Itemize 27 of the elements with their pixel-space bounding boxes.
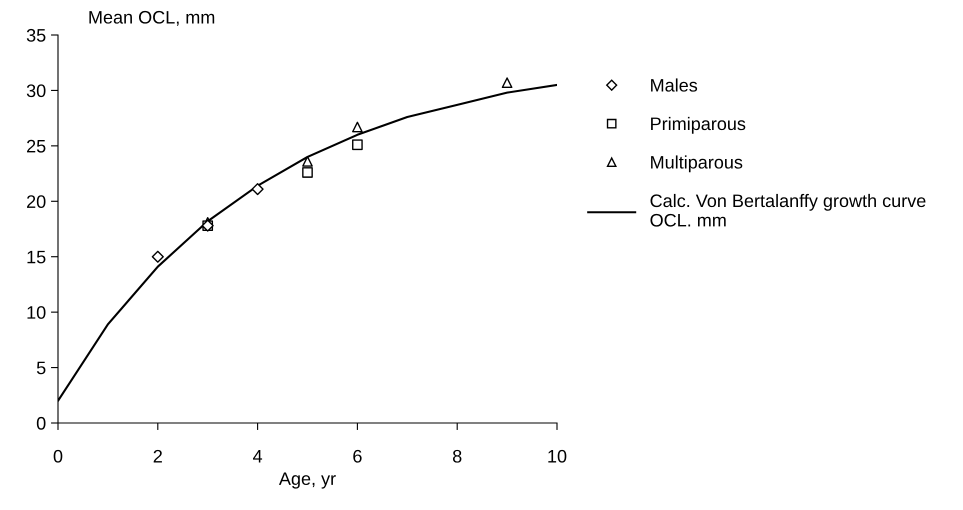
point <box>502 77 512 88</box>
y-tick-label: 10 <box>27 306 46 319</box>
y-tick-label: 0 <box>36 416 46 430</box>
y-tick-label: 30 <box>26 84 46 98</box>
x-tick-label: 10 <box>548 450 566 463</box>
legend-label: Multiparous <box>651 155 742 172</box>
point <box>302 156 313 167</box>
legend-label: Males <box>651 78 698 92</box>
y-axis-title: Mean OCL, mm <box>89 10 214 26</box>
point <box>302 167 313 178</box>
x-tick-label: 8 <box>452 450 462 463</box>
point <box>352 122 363 132</box>
legend-label: Calc. Von Bertalanffy growth curve OCL. mm <box>650 194 926 227</box>
point <box>352 139 363 150</box>
y-tick-label: 5 <box>36 362 46 374</box>
x-axis-title: Age, yr <box>278 472 336 489</box>
x-tick-label: 2 <box>154 450 162 462</box>
x-tick-label: 4 <box>252 450 262 462</box>
x-tick-label: 0 <box>54 450 62 463</box>
y-tick-label: 25 <box>27 140 46 153</box>
point <box>252 183 264 196</box>
point <box>152 250 164 263</box>
x-tick-label: 6 <box>353 450 362 463</box>
y-tick-label: 35 <box>26 28 46 42</box>
y-tick-label: 20 <box>27 195 46 208</box>
legend-label: Primiparous <box>651 116 746 134</box>
y-tick-label: 15 <box>27 250 46 264</box>
